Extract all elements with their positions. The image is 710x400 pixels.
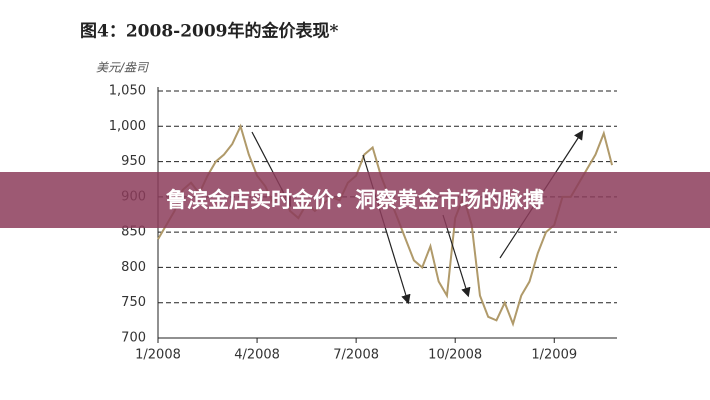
arrow [442,214,471,298]
y-tick-label: 750 [121,295,146,310]
y-tick-label: 1,050 [109,84,146,99]
chart-title: 图4：2008-2009年的金价表现* [80,21,339,42]
y-tick-label: 950 [121,154,146,169]
banner-text: 鲁滨金店实时金价：洞察黄金市场的脉搏 [166,188,544,212]
plot: 7007508008509009501,0001,0501/20084/2008… [109,84,617,363]
x-tick-label: 7/2008 [333,348,379,363]
x-tick-label: 10/2008 [428,348,482,363]
x-tick-label: 1/2009 [531,348,577,363]
y-tick-label: 700 [121,331,146,346]
y-tick-label: 800 [121,260,146,275]
banner-bg [0,172,710,228]
y-axis-label: 美元/盎司 [96,61,149,75]
y-tick-label: 1,000 [109,119,146,134]
x-tick-label: 1/2008 [135,348,181,363]
y-tick-label: 850 [121,225,146,240]
x-tick-label: 4/2008 [234,348,280,363]
